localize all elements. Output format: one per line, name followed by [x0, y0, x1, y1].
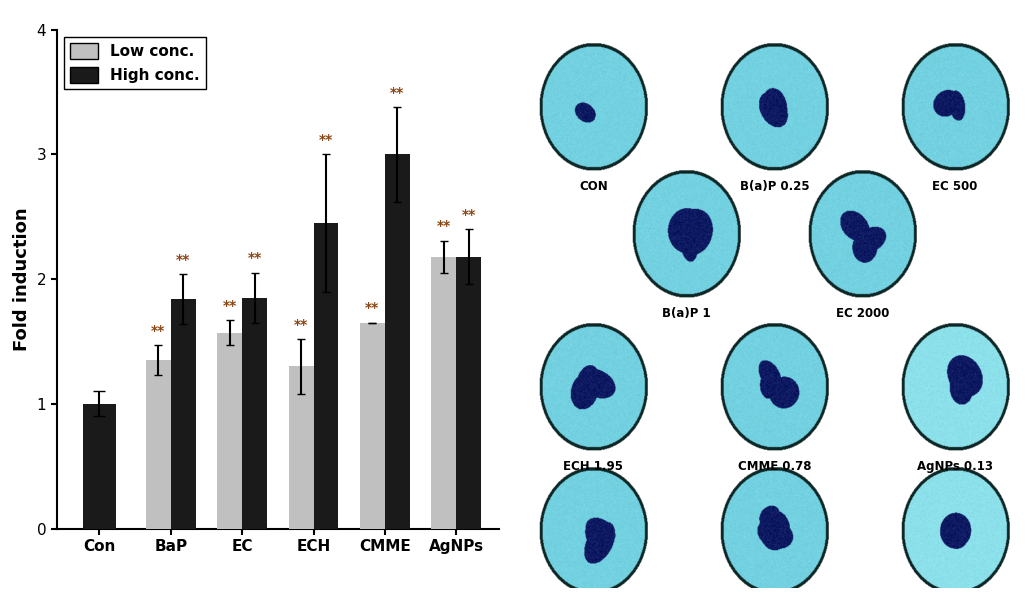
Text: **: ** — [248, 251, 261, 266]
Legend: Low conc., High conc.: Low conc., High conc. — [64, 37, 206, 89]
Bar — [171, 299, 196, 529]
Text: ECH 1.95: ECH 1.95 — [564, 460, 624, 473]
Text: **: ** — [462, 208, 475, 222]
Text: **: ** — [222, 299, 237, 313]
Bar — [242, 298, 268, 529]
Text: **: ** — [365, 301, 380, 315]
Text: B(a)P 0.25: B(a)P 0.25 — [740, 180, 809, 193]
Text: CMME 0.78: CMME 0.78 — [738, 460, 811, 473]
Bar — [431, 257, 456, 529]
Text: **: ** — [176, 252, 190, 267]
Y-axis label: Fold induction: Fold induction — [13, 207, 31, 351]
Text: **: ** — [294, 318, 308, 331]
Text: CON: CON — [579, 180, 608, 193]
Text: AgNPs 0.13: AgNPs 0.13 — [917, 460, 993, 473]
Bar — [314, 223, 339, 529]
Text: **: ** — [436, 219, 451, 233]
Bar — [385, 154, 410, 529]
Bar — [360, 323, 385, 529]
Text: EC 2000: EC 2000 — [836, 307, 889, 320]
Bar — [146, 360, 171, 529]
Bar — [456, 257, 482, 529]
Bar — [288, 366, 314, 529]
Text: **: ** — [390, 86, 404, 100]
Bar — [217, 333, 242, 529]
Text: EC 500: EC 500 — [932, 180, 978, 193]
Bar — [83, 404, 115, 529]
Text: **: ** — [151, 324, 166, 338]
Text: **: ** — [319, 133, 333, 147]
Text: B(a)P 1: B(a)P 1 — [662, 307, 711, 320]
